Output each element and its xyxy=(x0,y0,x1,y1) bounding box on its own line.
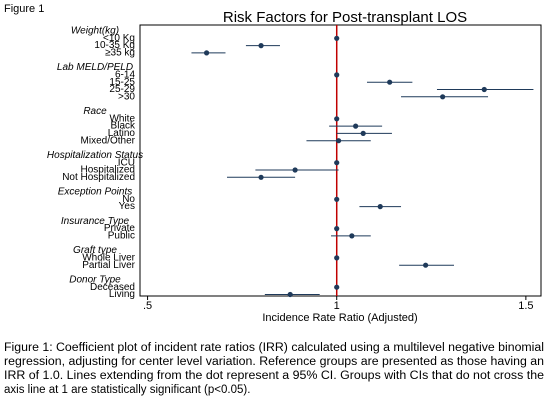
irr-dot xyxy=(387,79,393,85)
irr-dot xyxy=(334,35,340,41)
group-header: Insurance Type xyxy=(61,216,130,227)
row-label: 10-35 Kg xyxy=(94,40,135,51)
irr-dot xyxy=(336,138,342,144)
row-label: Mixed/Other xyxy=(81,135,136,146)
irr-dot xyxy=(334,226,340,232)
row-label: White xyxy=(109,113,135,124)
figure-label: Figure 1 xyxy=(4,3,44,15)
irr-dot xyxy=(292,167,298,173)
irr-dot xyxy=(258,174,264,180)
row-label: Partial Liver xyxy=(82,260,135,271)
irr-dot xyxy=(334,255,340,261)
caption-line: Figure 1: Coefficient plot of incident r… xyxy=(4,342,544,354)
irr-dot xyxy=(334,116,340,122)
row-label: >30 xyxy=(118,91,135,102)
group-header: Race xyxy=(83,106,107,117)
group-header: Hospitalization Status xyxy=(47,150,143,161)
row-label: Public xyxy=(108,231,135,242)
irr-dot xyxy=(334,160,340,166)
irr-dot xyxy=(203,50,210,56)
row-label: Private xyxy=(104,223,136,234)
x-axis-label: Incidence Rate Ratio (Adjusted) xyxy=(262,312,417,324)
irr-dot xyxy=(287,291,293,298)
group-header: Lab MELD/PELD xyxy=(57,62,133,73)
row-label: Whole Liver xyxy=(82,253,135,264)
plot-frame xyxy=(139,24,542,297)
x-tick-label: 1.5 xyxy=(518,300,533,312)
row-label: Latino xyxy=(108,128,136,139)
irr-dot xyxy=(377,204,383,210)
row-label: No xyxy=(122,194,135,205)
irr-dot xyxy=(258,43,264,49)
irr-dot xyxy=(334,284,340,290)
group-header: Exception Points xyxy=(58,187,133,198)
row-label: Yes xyxy=(119,201,135,212)
irr-dot xyxy=(349,233,355,239)
irr-dot xyxy=(440,94,446,100)
x-tick-label: 1 xyxy=(334,300,340,312)
chart-title: Risk Factors for Post-transplant LOS xyxy=(223,9,467,26)
irr-dot xyxy=(423,262,429,268)
row-label: Black xyxy=(111,121,136,132)
row-label: Hospitalized xyxy=(81,165,135,176)
caption-line: regression, adjusting for center level v… xyxy=(4,356,544,368)
irr-dot xyxy=(360,130,366,136)
row-label: <10 Kg xyxy=(103,33,135,44)
group-header: Graft type xyxy=(73,245,117,256)
irr-dot xyxy=(353,123,359,129)
row-label: Not Hospitalized xyxy=(62,172,135,183)
caption-line: IRR of 1.0. Lines extending from the dot… xyxy=(4,370,544,382)
group-header: Donor Type xyxy=(69,275,121,286)
group-header: Weight(kg) xyxy=(71,26,119,37)
row-label: Living xyxy=(109,289,135,300)
row-label: 6-14 xyxy=(115,70,135,81)
caption-line: axis line at 1 are statistically signifi… xyxy=(4,384,250,396)
irr-dot xyxy=(481,86,487,93)
row-label: 25-29 xyxy=(109,84,135,95)
row-label: Deceased xyxy=(90,282,135,293)
irr-dot xyxy=(334,196,340,202)
row-label: ICU xyxy=(118,157,135,168)
irr-dot xyxy=(334,72,340,78)
row-label: 15-25 xyxy=(109,77,135,88)
row-label: ≥35 kg xyxy=(105,48,135,59)
x-tick-label: .5 xyxy=(143,300,152,312)
